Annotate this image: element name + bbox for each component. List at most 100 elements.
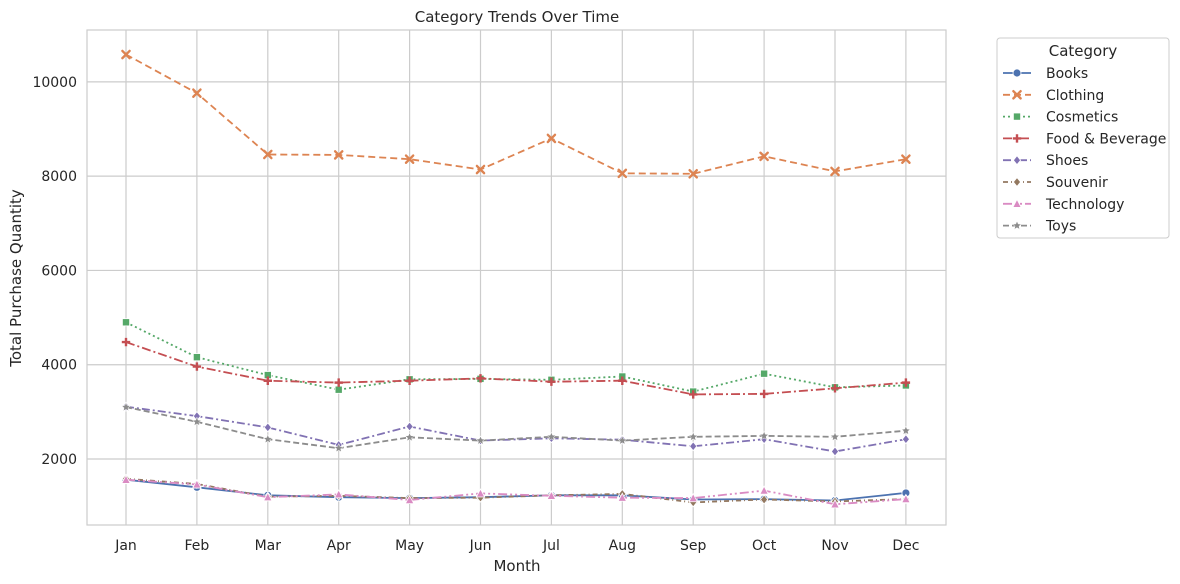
x-tick-label: Feb	[185, 538, 210, 554]
data-point-food-beverage	[334, 378, 343, 387]
data-point-clothing	[830, 166, 840, 177]
legend-marker	[1012, 176, 1022, 188]
legend-marker	[1012, 198, 1022, 208]
x-tick-label: May	[395, 538, 424, 554]
data-point-technology	[759, 485, 769, 495]
data-point-cosmetics	[122, 318, 131, 327]
data-point-technology	[688, 492, 699, 503]
data-point-clothing	[121, 49, 131, 60]
y-axis-ticks: 2000 4000 6000 8000 10000	[32, 75, 77, 468]
data-point-toys	[617, 435, 628, 445]
y-axis-title: Total Purchase Quantity	[7, 189, 25, 368]
data-point-technology	[830, 498, 840, 509]
data-point-clothing	[617, 168, 628, 179]
legend-items: Books Clothing Cosmetics Food & Beverage Sho…	[1003, 66, 1166, 235]
data-point-technology	[546, 490, 557, 500]
data-point-toys	[688, 431, 699, 442]
x-axis-title: Month	[493, 557, 540, 575]
data-point-food-beverage	[263, 376, 272, 385]
data-point-toys	[830, 431, 840, 442]
legend-item-technology: Technology	[1003, 197, 1124, 213]
series-clothing	[121, 49, 911, 179]
legend-marker	[1013, 112, 1022, 121]
data-point-food-beverage	[405, 376, 414, 385]
data-point-shoes	[830, 446, 840, 457]
data-point-cosmetics	[334, 385, 343, 394]
data-point-clothing	[759, 151, 769, 162]
legend-item-shoes: Shoes	[1003, 153, 1088, 169]
x-tick-label: Jul	[542, 538, 560, 554]
data-point-food-beverage	[759, 389, 769, 399]
series-line-cosmetics	[125, 321, 906, 393]
data-point-souvenir	[759, 494, 769, 505]
data-point-technology	[617, 492, 628, 502]
legend-item-toys: Toys	[1003, 219, 1076, 235]
legend-marker	[1012, 134, 1022, 143]
legend-marker	[1012, 220, 1022, 230]
legend-marker	[1012, 90, 1022, 100]
data-point-food-beverage	[901, 378, 911, 387]
y-tick-label: 6000	[41, 263, 77, 279]
data-point-technology	[262, 491, 273, 502]
data-point-toys	[404, 432, 415, 442]
x-tick-label: Nov	[821, 538, 848, 554]
data-point-clothing	[192, 88, 202, 98]
x-tick-label: Sep	[680, 538, 707, 554]
y-tick-label: 4000	[41, 358, 77, 374]
legend-label: Books	[1046, 66, 1088, 82]
x-tick-label: Jun	[469, 538, 492, 554]
legend-item-cosmetics: Cosmetics	[1003, 110, 1118, 126]
series-technology	[121, 474, 911, 509]
series-line-shoes	[125, 405, 907, 453]
series-line-clothing	[125, 53, 907, 175]
data-point-clothing	[404, 154, 415, 164]
data-point-clothing	[475, 164, 486, 175]
data-point-food-beverage	[192, 362, 202, 371]
data-point-toys	[191, 416, 202, 427]
data-point-clothing	[333, 150, 344, 160]
series-toys	[121, 401, 911, 453]
data-point-food-beverage	[121, 337, 131, 347]
legend-item-clothing: Clothing	[1003, 88, 1104, 104]
data-point-toys	[121, 401, 131, 412]
x-tick-label: Jan	[114, 538, 137, 554]
chart-title: Category Trends Over Time	[415, 8, 619, 26]
series-line-food-beverage	[125, 341, 906, 396]
y-tick-label: 8000	[41, 169, 77, 185]
data-point-food-beverage	[476, 374, 485, 383]
legend-label: Toys	[1045, 219, 1076, 235]
legend-title: Category	[1049, 42, 1118, 60]
data-point-cosmetics	[192, 353, 201, 362]
data-point-technology	[475, 488, 486, 498]
plot-frame	[86, 29, 947, 526]
legend-label: Technology	[1045, 197, 1124, 213]
data-point-cosmetics	[760, 369, 769, 378]
legend-item-souvenir: Souvenir	[1003, 175, 1108, 191]
x-tick-label: Dec	[892, 538, 919, 554]
data-point-toys	[475, 435, 486, 445]
data-point-food-beverage	[618, 376, 627, 385]
data-point-technology	[121, 474, 131, 484]
legend: Category Books Clothing Cosmetics Food & Be…	[996, 37, 1170, 239]
y-tick-label: 10000	[32, 75, 77, 91]
data-point-food-beverage	[547, 377, 556, 386]
data-point-clothing	[901, 154, 911, 164]
data-point-toys	[333, 442, 344, 453]
legend-marker	[1012, 68, 1022, 78]
data-point-toys	[546, 431, 557, 442]
legend-label: Food & Beverage	[1046, 131, 1166, 147]
series-line-souvenir	[125, 477, 906, 504]
data-point-food-beverage	[830, 384, 840, 393]
data-point-food-beverage	[689, 390, 698, 399]
data-point-shoes	[689, 441, 698, 452]
data-point-clothing	[688, 168, 698, 179]
data-point-technology	[901, 493, 911, 504]
legend-label: Clothing	[1046, 88, 1104, 104]
data-point-shoes	[405, 421, 414, 432]
legend-frame	[996, 37, 1170, 239]
legend-item-food-beverage: Food & Beverage	[1003, 131, 1166, 147]
data-point-clothing	[263, 149, 273, 160]
series-layer	[121, 49, 911, 509]
data-point-toys	[759, 430, 770, 441]
